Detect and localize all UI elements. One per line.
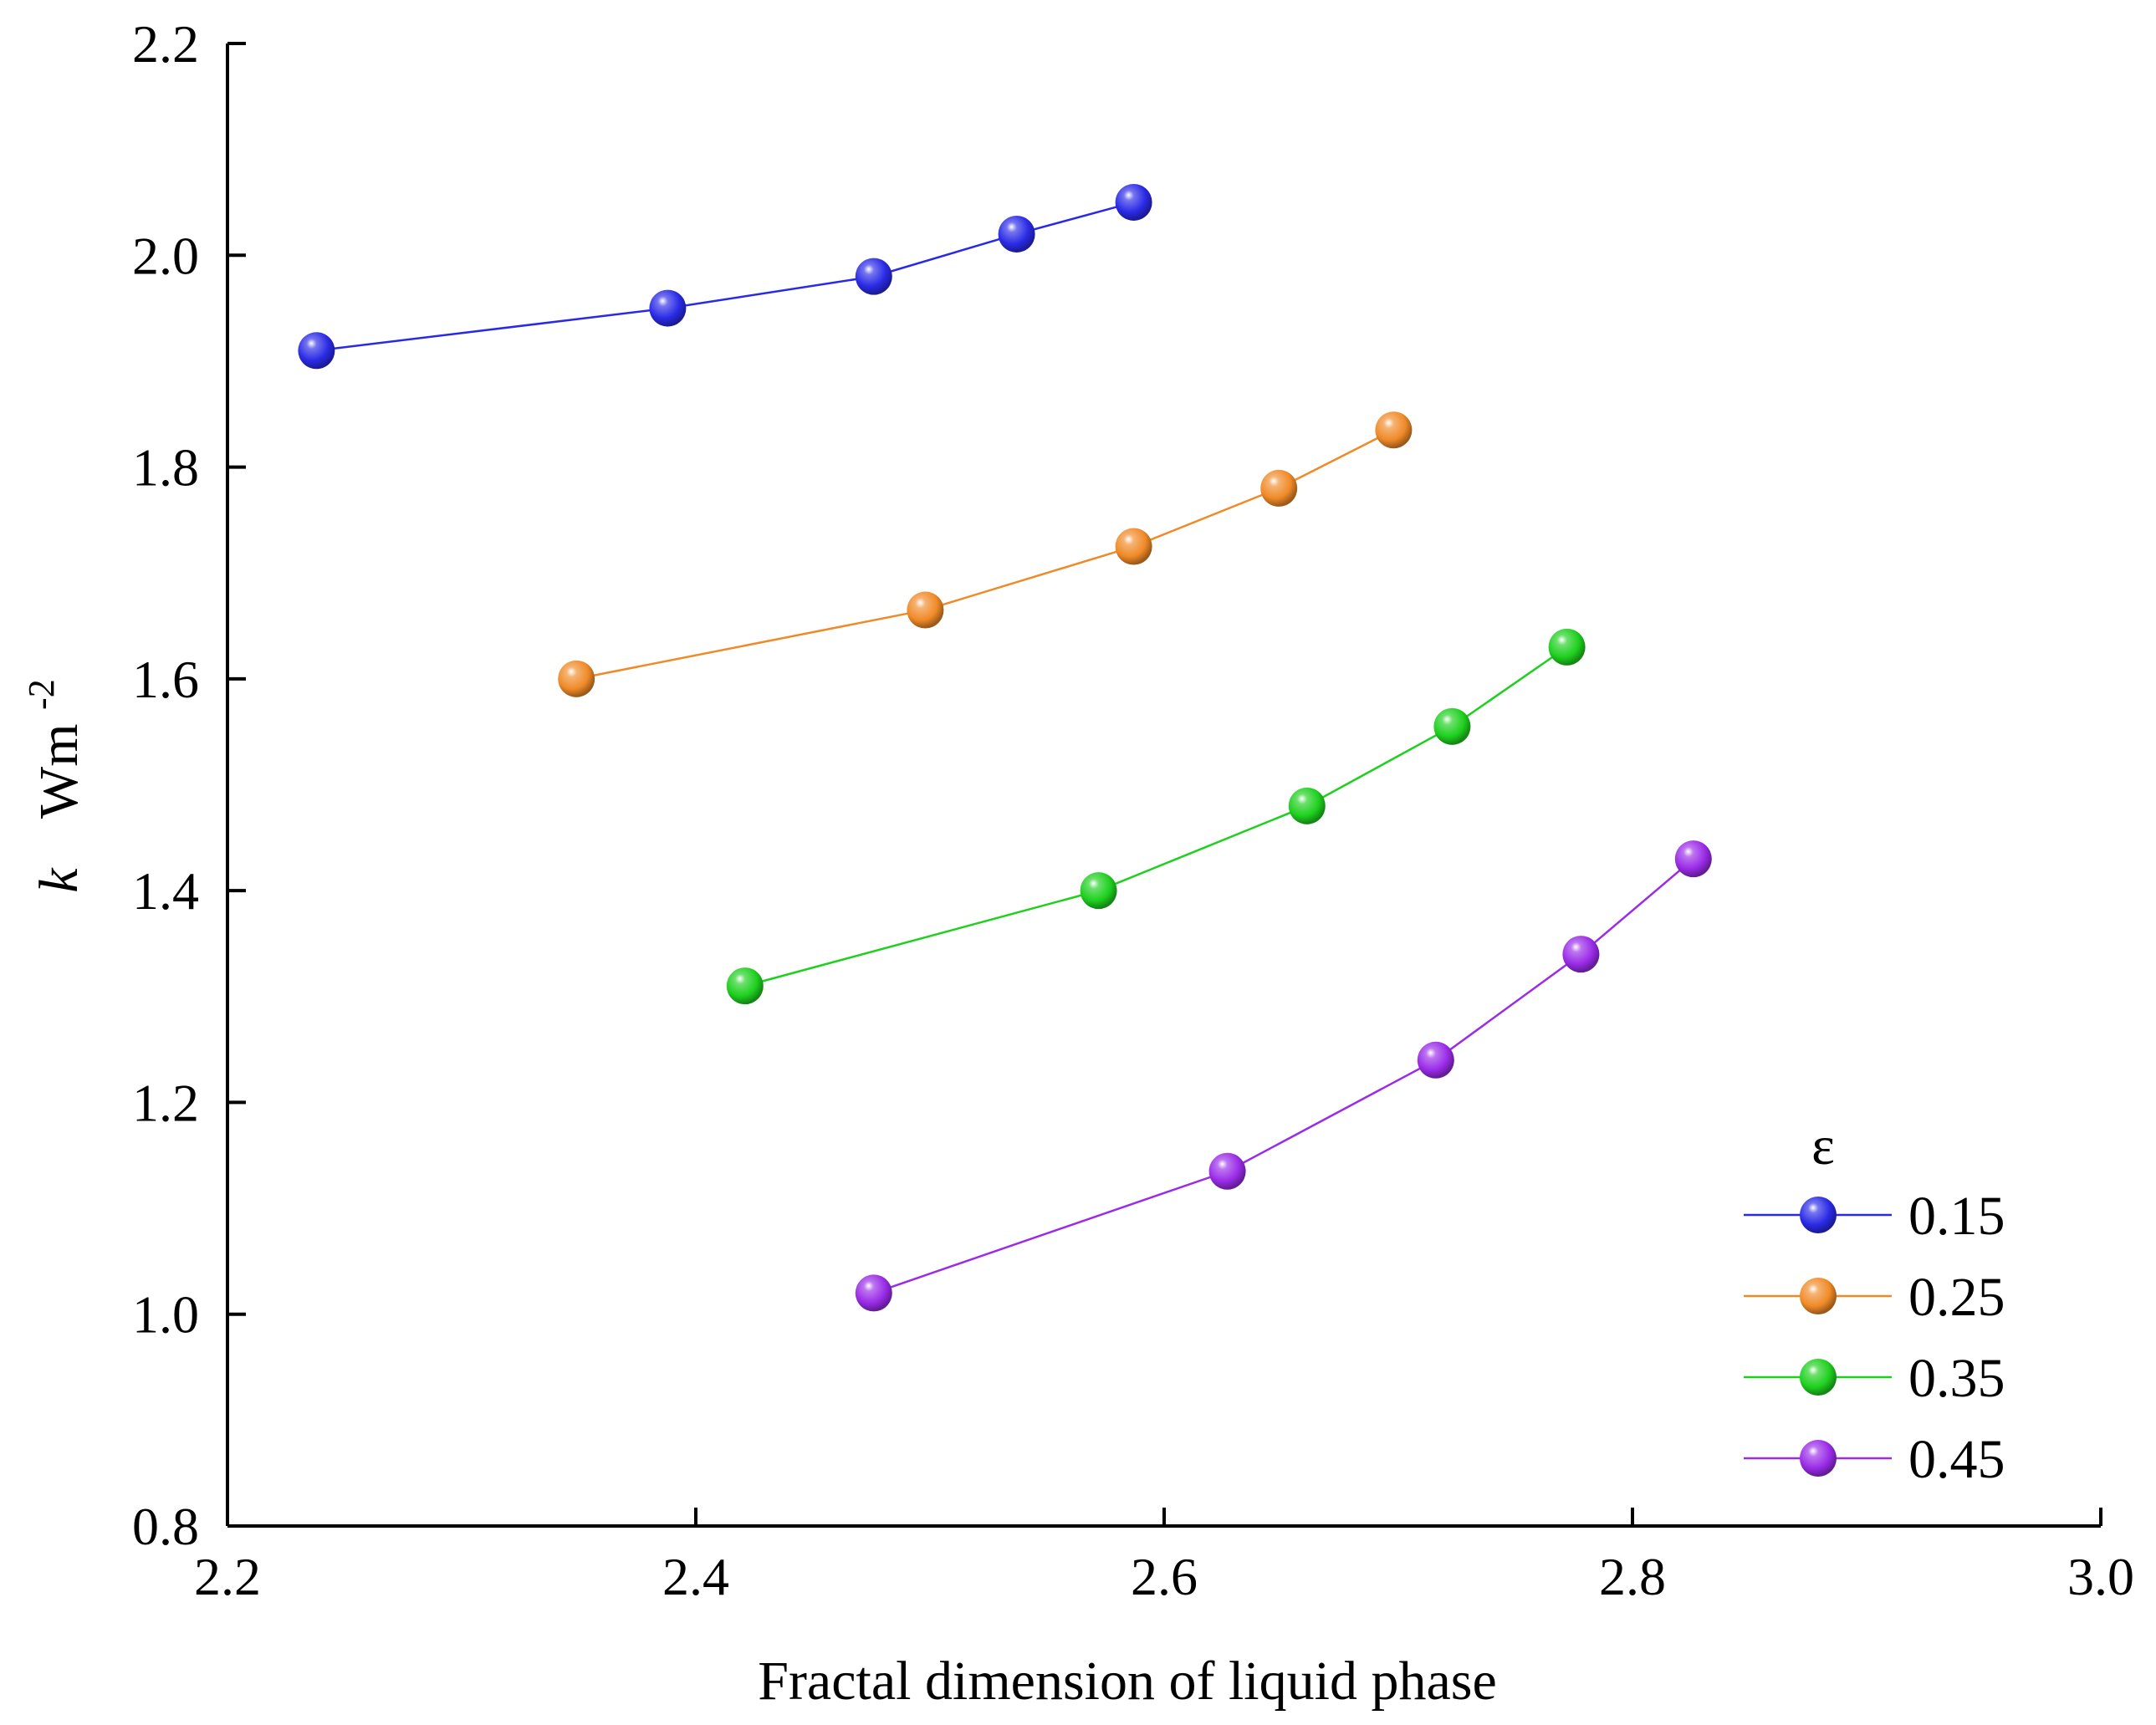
data-point bbox=[1674, 840, 1712, 878]
series-0.25 bbox=[558, 411, 1413, 697]
data-point bbox=[1562, 936, 1600, 973]
y-axis-unit: Wm bbox=[28, 723, 89, 819]
data-point bbox=[1260, 469, 1298, 507]
y-ticks: 0.8 1.0 1.2 1.4 1.6 1.8 2.0 2.2 bbox=[132, 14, 246, 1556]
legend-entry: 0.35 bbox=[1744, 1348, 2005, 1409]
legend: ε 0.15 0.25 0.35 0.45 bbox=[1744, 1115, 2005, 1490]
data-point bbox=[855, 1274, 892, 1312]
data-point bbox=[558, 660, 595, 697]
data-point bbox=[1080, 872, 1117, 910]
y-tick-label: 0.8 bbox=[132, 1497, 199, 1556]
series-0.15 bbox=[298, 183, 1152, 370]
series-line bbox=[744, 646, 1568, 988]
y-tick-label: 1.0 bbox=[132, 1285, 199, 1345]
data-point bbox=[907, 591, 944, 629]
data-point bbox=[1115, 183, 1152, 221]
y-tick-label: 2.0 bbox=[132, 226, 199, 285]
legend-label: 0.45 bbox=[1908, 1429, 2005, 1490]
data-point bbox=[1433, 707, 1471, 745]
legend-entry: 0.45 bbox=[1744, 1429, 2005, 1490]
y-axis-unit-exponent: -2 bbox=[21, 679, 62, 710]
y-tick-label: 1.6 bbox=[132, 650, 199, 709]
y-axis-title: k Wm -2 bbox=[21, 679, 89, 892]
x-ticks: 2.2 2.4 2.6 2.8 3.0 bbox=[194, 1508, 2134, 1606]
x-tick-label: 2.6 bbox=[1131, 1547, 1198, 1606]
data-point bbox=[1115, 528, 1152, 565]
legend-marker bbox=[1800, 1440, 1837, 1477]
series-line bbox=[873, 858, 1694, 1294]
series-0.45 bbox=[855, 840, 1712, 1312]
legend-marker bbox=[1800, 1197, 1837, 1233]
legend-label: 0.25 bbox=[1908, 1267, 2005, 1328]
legend-marker bbox=[1800, 1359, 1837, 1396]
series-line bbox=[575, 429, 1394, 681]
data-point bbox=[1417, 1041, 1454, 1079]
series-layer bbox=[298, 183, 1712, 1312]
legend-label: 0.35 bbox=[1908, 1348, 2005, 1409]
series-0.35 bbox=[726, 628, 1586, 1005]
data-point bbox=[298, 332, 335, 370]
x-tick-label: 2.4 bbox=[662, 1547, 729, 1606]
data-point bbox=[1548, 628, 1586, 666]
legend-title: ε bbox=[1811, 1115, 1835, 1176]
data-point bbox=[1208, 1152, 1246, 1190]
data-point bbox=[1288, 787, 1326, 824]
legend-label: 0.15 bbox=[1908, 1186, 2005, 1247]
y-tick-label: 1.8 bbox=[132, 438, 199, 498]
data-point bbox=[1375, 411, 1413, 449]
legend-marker bbox=[1800, 1278, 1837, 1314]
x-tick-label: 3.0 bbox=[2067, 1547, 2134, 1606]
y-tick-label: 1.2 bbox=[132, 1073, 199, 1132]
legend-entry: 0.25 bbox=[1744, 1267, 2005, 1328]
y-tick-label: 2.2 bbox=[132, 14, 199, 74]
y-axis-symbol: k bbox=[28, 867, 89, 893]
x-tick-label: 2.2 bbox=[194, 1547, 261, 1606]
y-tick-label: 1.4 bbox=[132, 861, 199, 921]
data-point bbox=[649, 289, 687, 327]
svg-text:k Wm -2: k Wm -2 bbox=[21, 679, 89, 892]
x-axis-title: Fractal dimension of liquid phase bbox=[758, 1651, 1497, 1712]
x-tick-label: 2.8 bbox=[1599, 1547, 1666, 1606]
data-point bbox=[998, 215, 1035, 253]
data-point bbox=[726, 967, 764, 1005]
data-point bbox=[855, 258, 892, 295]
legend-entry: 0.15 bbox=[1744, 1186, 2005, 1247]
